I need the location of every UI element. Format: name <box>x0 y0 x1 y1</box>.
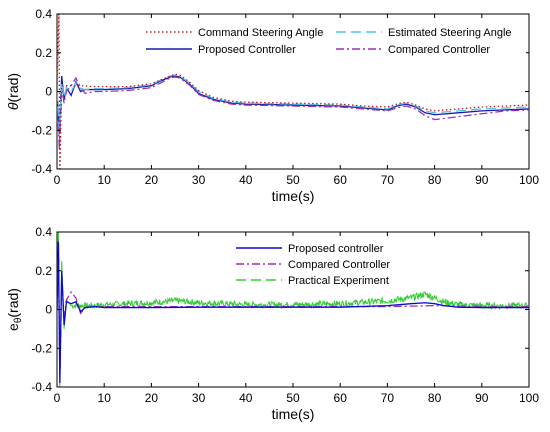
series-line <box>57 232 529 387</box>
x-tick-label: 70 <box>381 173 395 187</box>
legend-label: Command Steering Angle <box>198 27 323 39</box>
legend-label: Compared Controller <box>288 259 390 271</box>
x-tick-label: 50 <box>286 391 300 405</box>
steering-angle-plot: 0 10 20 30 40 50 60 70 80 90 100 -0.4 -0.2 0 0.2 0.4 ti… <box>5 7 539 204</box>
x-tick-label: 10 <box>98 173 112 187</box>
x-tick-label: 20 <box>145 391 159 405</box>
series-group <box>57 14 529 169</box>
y-axis-label: eθ(rad) <box>5 288 24 331</box>
legend-box <box>230 238 420 288</box>
y-tick-label: 0.2 <box>35 46 52 60</box>
legend-label: Estimated Steering Angle <box>388 27 512 39</box>
series-group <box>57 232 529 387</box>
x-tick-label: 0 <box>54 173 61 187</box>
x-tick-label: 30 <box>192 391 206 405</box>
legend-label: Proposed controller <box>288 243 384 255</box>
y-tick-label: 0 <box>45 85 52 99</box>
x-tick-label: 70 <box>381 391 395 405</box>
x-tick-label: 90 <box>475 173 489 187</box>
x-tick-label: 90 <box>475 391 489 405</box>
y-tick-label: -0.2 <box>31 341 52 355</box>
x-tick-label: 10 <box>98 391 112 405</box>
x-tick-label: 80 <box>428 391 442 405</box>
x-tick-label: 30 <box>192 173 206 187</box>
x-tick-label: 40 <box>239 391 253 405</box>
x-tick-label: 60 <box>334 173 348 187</box>
y-tick-label: 0.4 <box>35 7 52 21</box>
x-tick-label: 0 <box>54 391 61 405</box>
y-axis-unit: (rad) <box>5 73 21 103</box>
x-tick-label: 100 <box>519 391 539 405</box>
x-axis-label: time(s) <box>272 188 315 204</box>
tick-group: 0 10 20 30 40 50 60 70 80 90 100 -0.4 -0.2 0 0.2 0.4 <box>31 225 539 405</box>
y-axis-symbol: θ <box>5 102 21 110</box>
y-axis-unit: (rad) <box>5 288 21 318</box>
y-tick-label: -0.4 <box>31 380 52 394</box>
y-axis-label: θ(rad) <box>5 73 21 110</box>
y-tick-label: -0.4 <box>31 162 52 176</box>
x-axis-label: time(s) <box>272 406 315 422</box>
x-tick-label: 40 <box>239 173 253 187</box>
x-tick-label: 80 <box>428 173 442 187</box>
legend: Command Steering Angle Estimated Steering… <box>140 22 526 58</box>
y-tick-label: -0.2 <box>31 123 52 137</box>
y-tick-label: 0 <box>45 303 52 317</box>
x-tick-label: 20 <box>145 173 159 187</box>
legend-label: Practical Experiment <box>288 275 389 287</box>
y-axis-symbol: e <box>5 323 21 331</box>
x-tick-label: 60 <box>334 391 348 405</box>
legend: Proposed controller Compared Controller Pr… <box>230 238 420 288</box>
x-tick-label: 50 <box>286 173 300 187</box>
steering-error-plot: 0 10 20 30 40 50 60 70 80 90 100 -0.4 -0.2 0 0.2 0.4 ti… <box>5 225 539 422</box>
y-tick-label: 0.4 <box>35 225 52 239</box>
legend-box <box>140 22 526 58</box>
y-axis-subscript: θ <box>13 317 24 323</box>
legend-label: Proposed Controller <box>198 44 296 56</box>
legend-label: Compared Controller <box>388 44 490 56</box>
tick-group: 0 10 20 30 40 50 60 70 80 90 100 -0.4 -0.2 0 0.2 0.4 <box>31 7 539 187</box>
series-line <box>57 241 529 384</box>
series-line <box>57 14 529 169</box>
x-tick-label: 100 <box>519 173 539 187</box>
y-tick-label: 0.2 <box>35 264 52 278</box>
series-line <box>57 76 529 150</box>
